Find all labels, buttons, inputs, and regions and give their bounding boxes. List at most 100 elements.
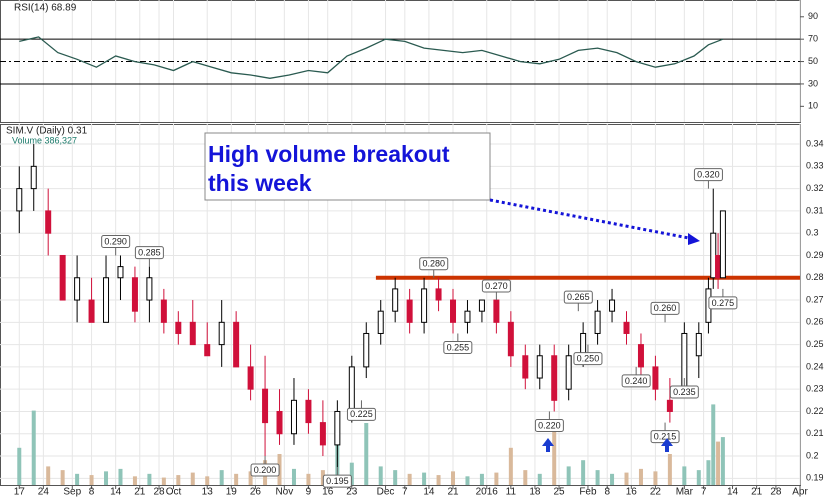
volume-bar xyxy=(716,441,721,485)
rsi-line xyxy=(19,36,724,79)
x-tick-label: 9 xyxy=(306,487,312,498)
volume-bar xyxy=(653,471,658,485)
y-tick-label: 0.22 xyxy=(806,406,824,416)
volume-label: Volume 386,327 xyxy=(12,135,77,145)
x-tick-label: 24 xyxy=(38,487,50,498)
candle-body xyxy=(719,210,726,279)
volume-bar xyxy=(523,470,528,485)
candle-body xyxy=(421,288,428,323)
volume-bar xyxy=(378,466,383,485)
annotation-text: this week xyxy=(208,170,312,196)
candle-body xyxy=(522,355,529,379)
annotation-label-box xyxy=(250,463,280,477)
volume-bar xyxy=(132,476,137,485)
y-tick-label: 0.27 xyxy=(806,294,824,304)
annotation-label: 0.215 xyxy=(654,431,677,441)
volume-bar xyxy=(118,468,123,485)
x-tick-label: 11 xyxy=(506,487,517,498)
candle-body xyxy=(435,288,442,301)
volume-bar xyxy=(552,429,557,485)
annotation-arrow xyxy=(489,198,695,241)
arrow-head xyxy=(688,233,700,245)
x-tick-label: 16 xyxy=(626,487,638,498)
candle-body xyxy=(247,366,254,390)
candle-body xyxy=(652,366,659,390)
rsi-tick-label: 90 xyxy=(808,11,818,21)
x-tick-label: Apr xyxy=(792,487,808,498)
annotation-label-box xyxy=(443,340,473,354)
x-tick-label: Oct xyxy=(166,487,182,498)
candle-body xyxy=(464,310,471,323)
x-tick-label: 8 xyxy=(604,487,610,498)
x-tick-label: 18 xyxy=(529,487,541,498)
candle-body xyxy=(59,254,66,301)
annotation-label-box xyxy=(322,474,352,488)
annotation-label-box xyxy=(621,374,651,388)
annotation-label-box xyxy=(534,418,564,432)
candle-body xyxy=(233,321,240,368)
annotation-label: 0.290 xyxy=(104,236,127,246)
annotation-label: 0.240 xyxy=(625,376,648,386)
volume-bar xyxy=(479,473,484,485)
y-tick-label: 0.34 xyxy=(806,138,824,148)
x-tick-label: 14 xyxy=(727,487,739,498)
candle-body xyxy=(666,399,673,412)
volume-bar xyxy=(306,473,311,485)
candle-body xyxy=(30,165,37,190)
volume-bar xyxy=(31,410,36,485)
volume-bar xyxy=(161,477,166,485)
volume-bar xyxy=(89,475,94,485)
y-tick-label: 0.3 xyxy=(806,228,819,238)
x-tick-label: 14 xyxy=(110,487,122,498)
annotation-label-box xyxy=(563,290,593,304)
volume-bar xyxy=(465,476,470,485)
volume-bar xyxy=(508,447,513,485)
candle-body xyxy=(363,332,370,368)
x-tick-label: 7 xyxy=(402,487,408,498)
candle-body xyxy=(715,254,722,279)
volume-bar xyxy=(407,473,412,485)
marks-layer: 0.290 0.285 0.200 0.195 0.225 0.280 0.255 0.270… xyxy=(16,36,800,488)
annotation-label-box xyxy=(134,246,164,260)
x-tick-label: 17 xyxy=(14,487,26,498)
y-tick-label: 0.25 xyxy=(806,339,824,349)
x-tick-label: 7 xyxy=(701,487,707,498)
annotation-label: 0.260 xyxy=(654,303,677,313)
x-tick-label: 21 xyxy=(447,487,459,498)
volume-bar xyxy=(75,473,80,485)
y-tick-label: 0.33 xyxy=(806,161,824,171)
volume-bar xyxy=(638,468,643,485)
y-tick-label: 0.32 xyxy=(806,183,824,193)
volume-bar xyxy=(393,470,398,485)
y-tick-label: 0.23 xyxy=(806,384,824,394)
annotation-label-box xyxy=(101,234,131,248)
volume-bar xyxy=(706,460,711,485)
candle-body xyxy=(536,355,543,379)
candle-body xyxy=(146,277,153,301)
annotation-label-box xyxy=(419,257,449,271)
candle-body xyxy=(493,299,500,323)
candle-body xyxy=(565,355,572,390)
volume-bar xyxy=(494,472,499,485)
candle-body xyxy=(204,344,211,357)
x-tick-label: 23 xyxy=(346,487,358,498)
volume-bar xyxy=(696,470,701,485)
candle-body xyxy=(117,266,124,279)
volume-bar xyxy=(595,470,600,485)
y-tick-label: 0.2 xyxy=(806,450,819,460)
candle-body xyxy=(74,277,81,301)
annotation-label: 0.320 xyxy=(697,169,720,179)
annotation-label: 0.275 xyxy=(712,298,735,308)
candle-body xyxy=(16,188,23,212)
y-tick-label: 0.31 xyxy=(806,205,824,215)
rsi-tick-label: 30 xyxy=(808,78,818,88)
volume-bar xyxy=(104,471,109,485)
annotation-label: 0.280 xyxy=(422,259,445,269)
rsi-label: RSI(14) 68.89 xyxy=(14,3,77,14)
x-tick-label: 21 xyxy=(134,487,146,498)
volume-bar xyxy=(60,470,65,485)
volume-bar xyxy=(248,471,253,485)
candle-body xyxy=(377,310,384,334)
volume-bar xyxy=(422,472,427,485)
